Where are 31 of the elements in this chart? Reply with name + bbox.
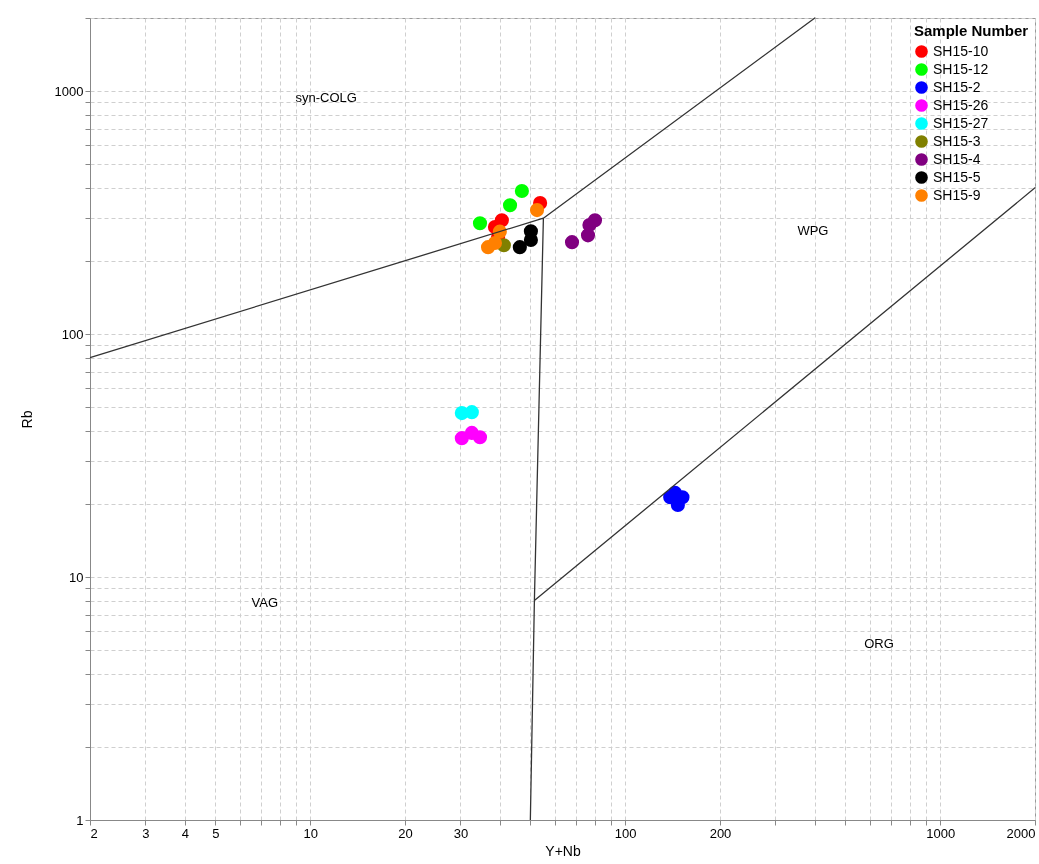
annotation: WPG <box>797 222 829 238</box>
y-tick-label: 1 <box>76 812 84 828</box>
x-tick-label: 2000 <box>1006 825 1036 841</box>
annotation: syn-COLG <box>295 90 357 106</box>
legend-label: SH15-26 <box>933 96 989 113</box>
y-axis-title: Rb <box>18 410 35 429</box>
legend-label: SH15-5 <box>933 168 981 185</box>
legend-label: SH15-12 <box>933 60 989 77</box>
x-tick-label: 5 <box>212 825 220 841</box>
x-tick-label: 100 <box>614 825 637 841</box>
x-tick-label: 4 <box>181 825 189 841</box>
x-tick-label: 20 <box>398 825 413 841</box>
legend-label: SH15-10 <box>933 42 989 59</box>
annotation: ORG <box>864 635 894 651</box>
y-tick-label: 10 <box>69 569 84 585</box>
x-tick-label: 1000 <box>926 825 956 841</box>
x-tick-label: 30 <box>453 825 469 841</box>
x-axis-title: Y+Nb <box>545 842 581 859</box>
y-tick-label: 100 <box>61 326 84 342</box>
legend-label: SH15-2 <box>933 78 981 95</box>
x-tick-label: 10 <box>303 825 318 841</box>
x-tick-label: 3 <box>142 825 150 841</box>
legend-label: SH15-3 <box>933 132 981 149</box>
x-tick-label: 2 <box>90 825 98 841</box>
x-tick-label: 200 <box>709 825 732 841</box>
y-tick-label: 1000 <box>54 83 84 99</box>
legend-label: SH15-27 <box>933 114 989 131</box>
legend-label: SH15-9 <box>933 186 981 203</box>
annotation: VAG <box>251 595 279 611</box>
legend-label: SH15-4 <box>933 150 981 167</box>
legend-title: Sample Number <box>914 22 1029 39</box>
